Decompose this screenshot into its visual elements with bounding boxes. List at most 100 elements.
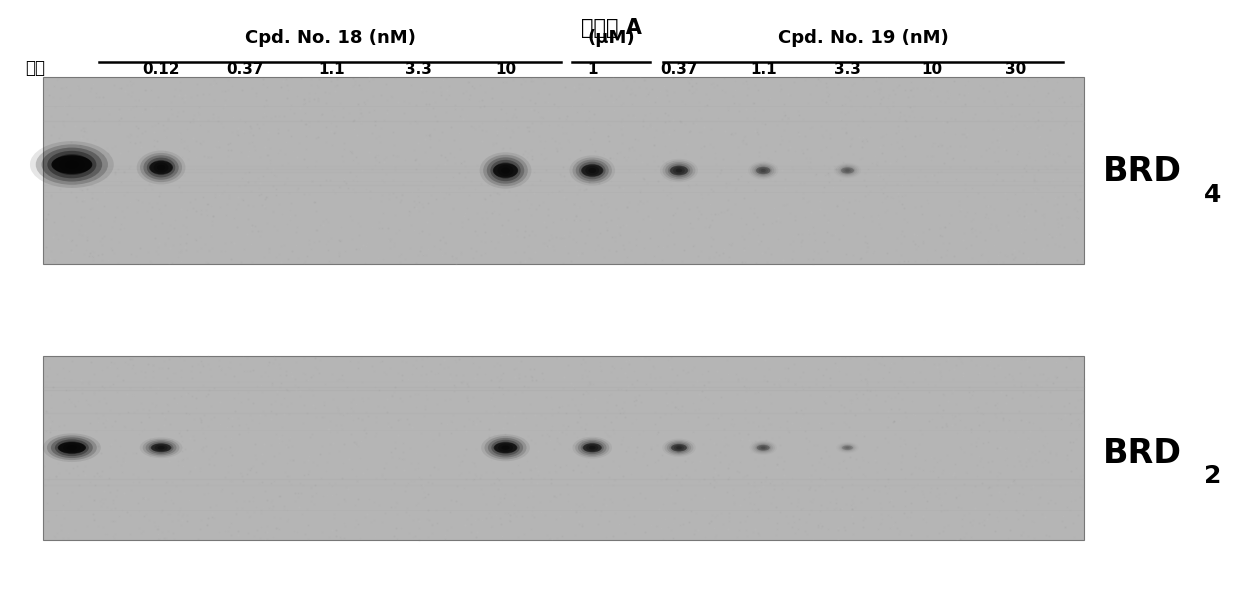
Ellipse shape <box>498 444 513 452</box>
Ellipse shape <box>501 167 510 174</box>
Ellipse shape <box>51 438 93 458</box>
Ellipse shape <box>576 160 608 181</box>
Ellipse shape <box>136 151 186 184</box>
Ellipse shape <box>760 445 767 450</box>
Ellipse shape <box>494 162 517 178</box>
Ellipse shape <box>582 444 602 452</box>
Ellipse shape <box>840 166 855 175</box>
Ellipse shape <box>756 167 769 174</box>
Ellipse shape <box>843 445 854 450</box>
Ellipse shape <box>491 440 520 455</box>
Text: BRD: BRD <box>1103 437 1182 470</box>
Ellipse shape <box>758 168 768 173</box>
Ellipse shape <box>43 433 100 462</box>
Ellipse shape <box>841 444 854 451</box>
Text: 0.37: 0.37 <box>660 62 698 77</box>
Ellipse shape <box>144 155 178 180</box>
Ellipse shape <box>140 437 182 458</box>
Ellipse shape <box>577 440 607 455</box>
Text: 1.1: 1.1 <box>318 62 346 77</box>
Ellipse shape <box>757 445 769 451</box>
Ellipse shape <box>572 158 612 183</box>
Text: 0.12: 0.12 <box>142 62 180 77</box>
Ellipse shape <box>581 441 603 454</box>
Ellipse shape <box>752 164 774 177</box>
Ellipse shape <box>670 166 689 175</box>
Ellipse shape <box>140 153 182 182</box>
Ellipse shape <box>47 435 97 460</box>
Text: Cpd. No. 19 (nM): Cpd. No. 19 (nM) <box>778 30 948 47</box>
Ellipse shape <box>838 165 857 176</box>
Ellipse shape <box>670 444 688 451</box>
Ellipse shape <box>64 161 79 168</box>
Ellipse shape <box>672 444 686 452</box>
Ellipse shape <box>585 166 600 175</box>
Ellipse shape <box>484 436 527 460</box>
Ellipse shape <box>845 169 850 172</box>
Ellipse shape <box>670 165 688 176</box>
Ellipse shape <box>761 447 766 449</box>
Ellipse shape <box>493 163 518 178</box>
Ellipse shape <box>142 439 180 457</box>
Text: 0.37: 0.37 <box>227 62 264 77</box>
Ellipse shape <box>663 160 695 181</box>
Bar <box>43 77 1084 264</box>
Ellipse shape <box>487 157 524 184</box>
Ellipse shape <box>673 167 685 174</box>
Ellipse shape <box>844 168 851 173</box>
Ellipse shape <box>750 162 777 178</box>
Ellipse shape <box>151 443 171 452</box>
Text: 化合物 A: 化合物 A <box>581 18 642 38</box>
Text: Cpd. No. 18 (nM): Cpd. No. 18 (nM) <box>245 30 415 47</box>
Ellipse shape <box>667 441 691 454</box>
Ellipse shape <box>150 160 172 175</box>
Ellipse shape <box>582 164 602 177</box>
Ellipse shape <box>664 440 694 455</box>
Ellipse shape <box>42 148 102 181</box>
Ellipse shape <box>488 438 523 458</box>
Ellipse shape <box>586 444 598 451</box>
Bar <box>43 356 1084 540</box>
Ellipse shape <box>575 438 610 457</box>
Ellipse shape <box>151 444 171 452</box>
Ellipse shape <box>149 442 173 454</box>
Ellipse shape <box>58 442 85 454</box>
Ellipse shape <box>665 162 693 179</box>
Ellipse shape <box>154 162 169 173</box>
Ellipse shape <box>63 444 81 452</box>
Ellipse shape <box>589 446 596 449</box>
Ellipse shape <box>479 152 532 189</box>
Ellipse shape <box>146 158 176 177</box>
Text: 3.3: 3.3 <box>405 62 432 77</box>
Text: 10: 10 <box>921 62 943 77</box>
Ellipse shape <box>756 444 771 452</box>
Ellipse shape <box>841 167 854 174</box>
Ellipse shape <box>761 169 766 172</box>
Text: 30: 30 <box>1005 62 1027 77</box>
Ellipse shape <box>756 167 771 174</box>
Ellipse shape <box>841 167 854 174</box>
Ellipse shape <box>675 168 683 173</box>
Ellipse shape <box>59 441 84 454</box>
Ellipse shape <box>36 144 108 185</box>
Ellipse shape <box>59 157 84 172</box>
Ellipse shape <box>493 442 518 453</box>
Ellipse shape <box>572 437 612 458</box>
Ellipse shape <box>53 154 90 175</box>
Ellipse shape <box>30 141 114 188</box>
Ellipse shape <box>498 165 513 176</box>
Ellipse shape <box>55 439 89 456</box>
Ellipse shape <box>146 440 176 455</box>
Text: (μM): (μM) <box>587 30 636 47</box>
Ellipse shape <box>579 162 606 179</box>
Text: 对照: 对照 <box>25 59 45 77</box>
Ellipse shape <box>149 161 173 174</box>
Ellipse shape <box>491 160 520 181</box>
Text: BRD: BRD <box>1103 155 1182 189</box>
Ellipse shape <box>481 434 530 461</box>
Ellipse shape <box>47 151 97 178</box>
Ellipse shape <box>845 447 850 449</box>
Ellipse shape <box>502 445 509 450</box>
Ellipse shape <box>494 442 517 454</box>
Text: 1.1: 1.1 <box>750 62 777 77</box>
